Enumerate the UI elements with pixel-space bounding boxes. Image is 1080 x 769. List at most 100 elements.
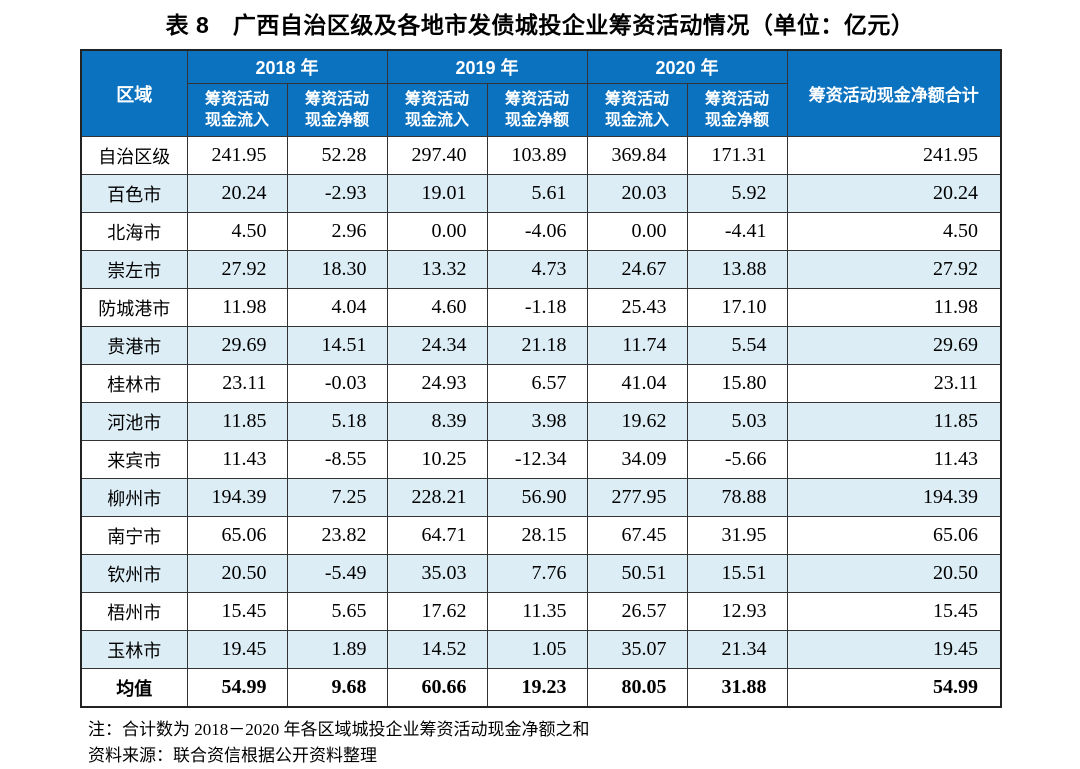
table-row: 南宁市 65.06 23.82 64.71 28.15 67.45 31.95 65.06 <box>80 516 1002 555</box>
value-cell: 80.05 <box>586 668 688 708</box>
region-name: 自治区级 <box>80 136 188 175</box>
total-value-cell: 65.06 <box>786 516 1002 555</box>
value-cell: 11.43 <box>186 440 288 479</box>
value-cell: 34.09 <box>586 440 688 479</box>
value-cell: 0.00 <box>386 212 488 251</box>
value-cell: 21.18 <box>486 326 588 365</box>
total-value-cell: 19.45 <box>786 630 1002 669</box>
value-cell: 4.50 <box>186 212 288 251</box>
value-cell: 17.62 <box>386 592 488 631</box>
value-cell: 6.57 <box>486 364 588 403</box>
value-cell: 50.51 <box>586 554 688 593</box>
value-cell: 17.10 <box>686 288 788 327</box>
total-net-cash-column-header: 筹资活动现金净额合计 <box>786 49 1002 137</box>
value-cell: 194.39 <box>186 478 288 517</box>
value-cell: 31.88 <box>686 668 788 708</box>
value-cell: 65.06 <box>186 516 288 555</box>
value-cell: 4.73 <box>486 250 588 289</box>
value-cell: 56.90 <box>486 478 588 517</box>
table-row: 来宾市 11.43 -8.55 10.25 -12.34 34.09 -5.66 11.43 <box>80 440 1002 479</box>
region-name: 玉林市 <box>80 630 188 669</box>
value-cell: 14.52 <box>386 630 488 669</box>
value-cell: 12.93 <box>686 592 788 631</box>
value-cell: 35.03 <box>386 554 488 593</box>
table-header: 区域 2018 年 2019 年 2020 年 筹资活动现金净额合计 筹资活动现… <box>80 49 1002 137</box>
value-cell: -8.55 <box>286 440 388 479</box>
table-notes: 注：合计数为 2018－2020 年各区域城投企业筹资活动现金净额之和 资料来源… <box>88 717 1000 769</box>
table-row: 北海市 4.50 2.96 0.00 -4.06 0.00 -4.41 4.50 <box>80 212 1002 251</box>
year-2019-header: 2019 年 <box>386 49 588 84</box>
value-cell: 15.80 <box>686 364 788 403</box>
value-cell: 7.76 <box>486 554 588 593</box>
value-cell: 60.66 <box>386 668 488 708</box>
value-cell: 24.93 <box>386 364 488 403</box>
value-cell: 20.50 <box>186 554 288 593</box>
value-cell: 27.92 <box>186 250 288 289</box>
value-cell: 64.71 <box>386 516 488 555</box>
region-name: 河池市 <box>80 402 188 441</box>
value-cell: 19.23 <box>486 668 588 708</box>
value-cell: 5.18 <box>286 402 388 441</box>
value-cell: 277.95 <box>586 478 688 517</box>
value-cell: -1.18 <box>486 288 588 327</box>
value-cell: 23.82 <box>286 516 388 555</box>
value-cell: 19.01 <box>386 174 488 213</box>
table-row: 梧州市 15.45 5.65 17.62 11.35 26.57 12.93 15.45 <box>80 592 1002 631</box>
value-cell: 24.67 <box>586 250 688 289</box>
table-row: 防城港市 11.98 4.04 4.60 -1.18 25.43 17.10 11.98 <box>80 288 1002 327</box>
table-row: 柳州市 194.39 7.25 228.21 56.90 277.95 78.88 194.3… <box>80 478 1002 517</box>
value-cell: 15.45 <box>186 592 288 631</box>
value-cell: 13.88 <box>686 250 788 289</box>
value-cell: 0.00 <box>586 212 688 251</box>
value-cell: -5.49 <box>286 554 388 593</box>
year-2018-header: 2018 年 <box>186 49 388 84</box>
note-line-2: 资料来源：联合资信根据公开资料整理 <box>88 746 377 765</box>
value-cell: 297.40 <box>386 136 488 175</box>
note-line-1: 注：合计数为 2018－2020 年各区域城投企业筹资活动现金净额之和 <box>88 720 590 739</box>
value-cell: 1.05 <box>486 630 588 669</box>
value-cell: 228.21 <box>386 478 488 517</box>
total-value-cell: 194.39 <box>786 478 1002 517</box>
value-cell: 11.85 <box>186 402 288 441</box>
average-row: 均值 54.99 9.68 60.66 19.23 80.05 31.88 54.99 <box>80 668 1002 708</box>
region-name: 柳州市 <box>80 478 188 517</box>
value-cell: 5.54 <box>686 326 788 365</box>
value-cell: -4.41 <box>686 212 788 251</box>
value-cell: 4.04 <box>286 288 388 327</box>
subheader-2020-inflow: 筹资活动 现金流入 <box>586 83 688 137</box>
total-value-cell: 11.43 <box>786 440 1002 479</box>
subheader-2019-inflow: 筹资活动 现金流入 <box>386 83 488 137</box>
total-value-cell: 11.85 <box>786 402 1002 441</box>
total-value-cell: 54.99 <box>786 668 1002 708</box>
subheader-2019-net: 筹资活动 现金净额 <box>486 83 588 137</box>
value-cell: 5.65 <box>286 592 388 631</box>
value-cell: -4.06 <box>486 212 588 251</box>
total-value-cell: 11.98 <box>786 288 1002 327</box>
total-value-cell: 241.95 <box>786 136 1002 175</box>
value-cell: 54.99 <box>186 668 288 708</box>
total-value-cell: 20.24 <box>786 174 1002 213</box>
region-name: 百色市 <box>80 174 188 213</box>
table-row: 贵港市 29.69 14.51 24.34 21.18 11.74 5.54 29.69 <box>80 326 1002 365</box>
region-name: 均值 <box>80 668 188 708</box>
table-row: 桂林市 23.11 -0.03 24.93 6.57 41.04 15.80 23.11 <box>80 364 1002 403</box>
table-row: 自治区级 241.95 52.28 297.40 103.89 369.84 171.31 2… <box>80 136 1002 175</box>
table-row: 玉林市 19.45 1.89 14.52 1.05 35.07 21.34 19.45 <box>80 630 1002 669</box>
subheader-2018-inflow: 筹资活动 现金流入 <box>186 83 288 137</box>
value-cell: 20.24 <box>186 174 288 213</box>
region-name: 梧州市 <box>80 592 188 631</box>
value-cell: 103.89 <box>486 136 588 175</box>
value-cell: 171.31 <box>686 136 788 175</box>
value-cell: -0.03 <box>286 364 388 403</box>
value-cell: 15.51 <box>686 554 788 593</box>
value-cell: 11.98 <box>186 288 288 327</box>
subheader-2018-net: 筹资活动 现金净额 <box>286 83 388 137</box>
value-cell: 7.25 <box>286 478 388 517</box>
financing-activity-table: 区域 2018 年 2019 年 2020 年 筹资活动现金净额合计 筹资活动现… <box>80 49 1003 708</box>
total-value-cell: 20.50 <box>786 554 1002 593</box>
total-value-cell: 23.11 <box>786 364 1002 403</box>
value-cell: 14.51 <box>286 326 388 365</box>
value-cell: 5.61 <box>486 174 588 213</box>
region-name: 崇左市 <box>80 250 188 289</box>
value-cell: 18.30 <box>286 250 388 289</box>
